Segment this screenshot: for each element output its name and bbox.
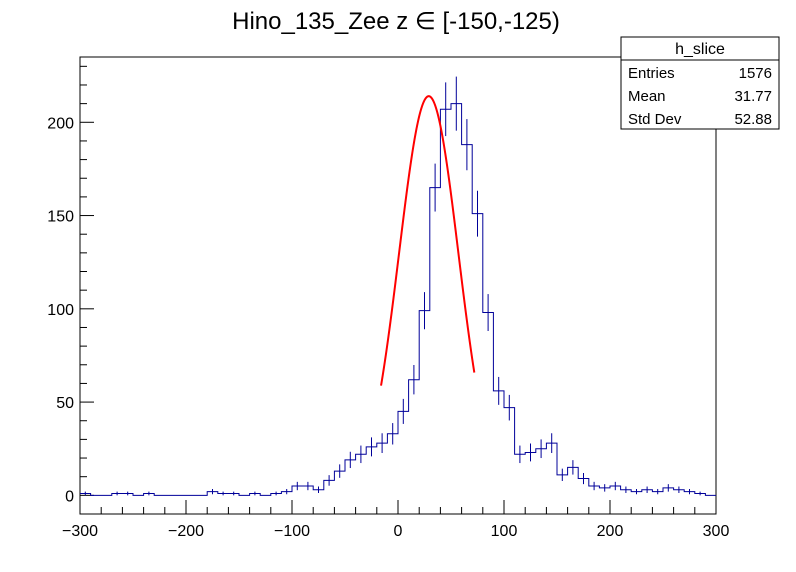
x-tick-label: −300 [62, 523, 98, 540]
histogram-step-line [80, 103, 716, 496]
x-tick-label: 300 [703, 523, 730, 540]
stats-mean-value: 31.77 [734, 88, 772, 105]
y-tick-label: 50 [56, 395, 74, 412]
x-tick-label: 100 [491, 523, 518, 540]
histogram-series [80, 76, 716, 496]
x-tick-label: 200 [597, 523, 624, 540]
stats-box: h_slice Entries 1576 Mean 31.77 Std Dev … [620, 36, 780, 130]
x-tick-label: −100 [274, 523, 310, 540]
y-tick-label: 0 [65, 488, 74, 505]
stats-box-frame [620, 36, 780, 130]
y-tick-label: 150 [47, 209, 74, 226]
y-axis: 0 50 100 150 200 [47, 65, 94, 515]
x-tick-label: 0 [394, 523, 403, 540]
y-tick-label: 200 [47, 115, 74, 132]
stats-entries-label: Entries [628, 65, 675, 82]
stats-mean-label: Mean [628, 88, 666, 105]
fit-curve [380, 95, 476, 386]
stats-stddev-label: Std Dev [628, 111, 682, 128]
x-tick-label: −200 [168, 523, 204, 540]
stats-box-name: h_slice [675, 41, 725, 58]
x-axis: −300 −200 −100 0 100 200 300 [62, 500, 729, 540]
stats-entries-value: 1576 [739, 65, 772, 82]
gaussian-fit-line [380, 95, 476, 386]
chart-title: Hino_135_Zee z ∈ [-150,-125) [232, 8, 560, 35]
stats-stddev-value: 52.88 [734, 111, 772, 128]
y-tick-label: 100 [47, 302, 74, 319]
